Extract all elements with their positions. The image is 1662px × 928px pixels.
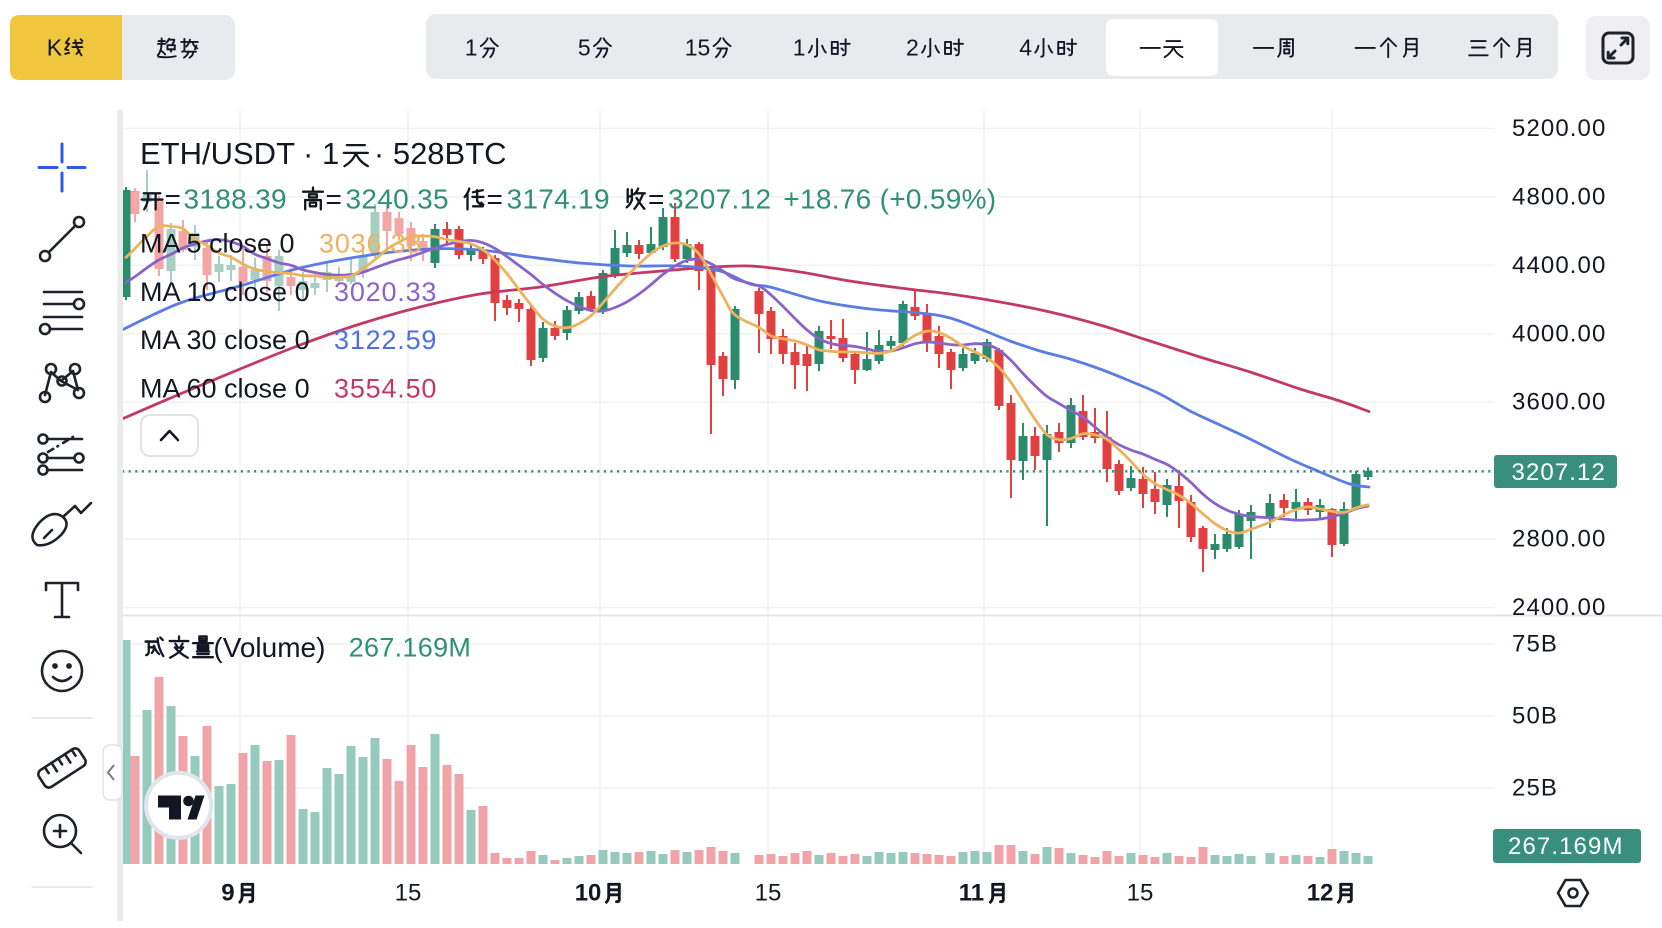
svg-text:267.169M: 267.169M xyxy=(349,632,472,662)
svg-text:=: = xyxy=(326,184,342,215)
svg-text:+18.76 (+0.59%): +18.76 (+0.59%) xyxy=(783,184,996,215)
svg-text:15: 15 xyxy=(1127,880,1154,907)
svg-text:MA 30 close 0: MA 30 close 0 xyxy=(140,325,310,355)
svg-text:12: 12 xyxy=(1307,880,1334,907)
svg-text:50B: 50B xyxy=(1512,703,1558,730)
svg-text:10: 10 xyxy=(575,880,602,907)
svg-text:=: = xyxy=(648,184,664,215)
svg-text:3240.35: 3240.35 xyxy=(346,184,449,215)
svg-text:3020.33: 3020.33 xyxy=(334,277,437,307)
svg-text:3554.50: 3554.50 xyxy=(334,373,437,403)
svg-text:3188.39: 3188.39 xyxy=(184,184,287,215)
svg-text:2: 2 xyxy=(906,35,919,61)
svg-text:5: 5 xyxy=(578,35,591,61)
svg-text:15: 15 xyxy=(685,35,711,61)
svg-text:3207.12: 3207.12 xyxy=(668,184,771,215)
svg-text:15: 15 xyxy=(755,880,782,907)
svg-text:4000.00: 4000.00 xyxy=(1512,320,1606,347)
svg-text:3036.38: 3036.38 xyxy=(319,229,422,259)
svg-text:3207.12: 3207.12 xyxy=(1512,459,1606,486)
svg-text:· 528BTC: · 528BTC xyxy=(374,136,507,171)
svg-text:K: K xyxy=(47,35,63,61)
svg-text:75B: 75B xyxy=(1512,631,1558,658)
svg-text:3122.59: 3122.59 xyxy=(334,325,437,355)
svg-text:267.169M: 267.169M xyxy=(1508,833,1624,860)
svg-text:4400.00: 4400.00 xyxy=(1512,252,1606,279)
svg-text:3600.00: 3600.00 xyxy=(1512,389,1606,416)
svg-text:ETH/USDT · 1: ETH/USDT · 1 xyxy=(140,136,339,171)
svg-text:25B: 25B xyxy=(1512,775,1558,802)
svg-text:9: 9 xyxy=(221,880,234,907)
svg-text:4: 4 xyxy=(1019,35,1032,61)
svg-text:3174.19: 3174.19 xyxy=(507,184,610,215)
svg-text:4800.00: 4800.00 xyxy=(1512,183,1606,210)
svg-text:5200.00: 5200.00 xyxy=(1512,115,1606,142)
svg-text:MA 5 close 0: MA 5 close 0 xyxy=(140,229,295,259)
svg-text:1: 1 xyxy=(465,35,478,61)
svg-text:(Volume): (Volume) xyxy=(213,632,325,663)
svg-text:MA 60 close 0: MA 60 close 0 xyxy=(140,373,310,403)
svg-text:=: = xyxy=(165,184,181,215)
svg-text:=: = xyxy=(487,184,503,215)
svg-text:2800.00: 2800.00 xyxy=(1512,526,1606,553)
svg-text:1: 1 xyxy=(793,35,806,61)
svg-text:MA 10 close 0: MA 10 close 0 xyxy=(140,277,310,307)
svg-text:15: 15 xyxy=(395,880,422,907)
svg-text:2400.00: 2400.00 xyxy=(1512,594,1606,621)
svg-text:11: 11 xyxy=(959,880,984,907)
